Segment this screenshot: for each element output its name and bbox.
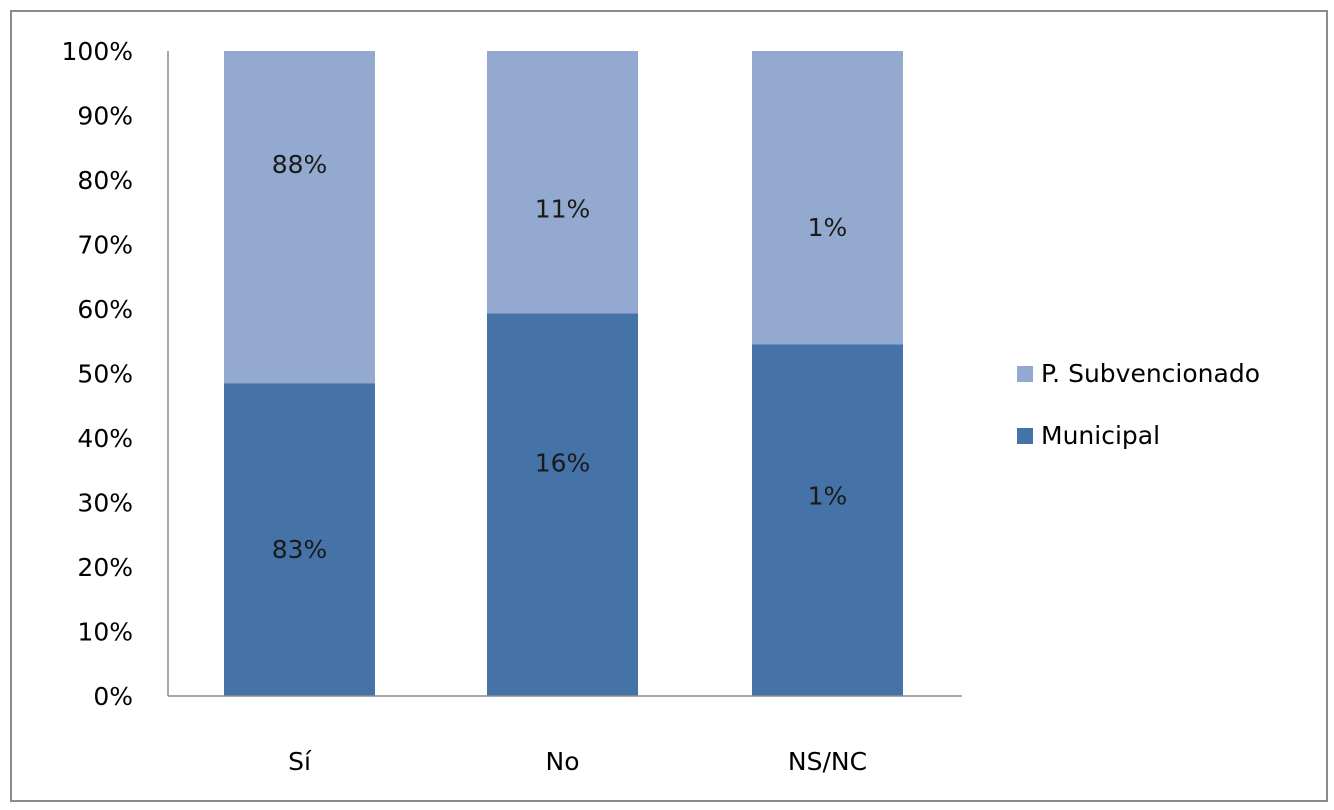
legend-label: Municipal: [1041, 421, 1160, 450]
x-category-label: No: [546, 747, 580, 776]
legend-swatch: [1017, 366, 1033, 382]
y-tick-label: 20%: [77, 553, 133, 582]
bar-segment-municipal: [487, 313, 638, 696]
bar-segment-subvencionado: [752, 51, 903, 345]
y-tick-label: 80%: [77, 166, 133, 195]
bar-segment-municipal: [752, 344, 903, 696]
y-tick-label: 70%: [77, 231, 133, 260]
x-axis-categories: Sí No NS/NC: [288, 747, 867, 776]
legend-label: P. Subvencionado: [1041, 359, 1260, 388]
data-label: 1%: [808, 482, 848, 511]
data-label: 1%: [808, 213, 848, 242]
y-tick-label: 30%: [77, 489, 133, 518]
y-tick-label: 10%: [77, 618, 133, 647]
data-label: 11%: [535, 195, 591, 224]
bars: [224, 51, 903, 696]
data-label: 83%: [272, 535, 328, 564]
y-tick-label: 0%: [93, 682, 133, 711]
data-label: 16%: [535, 449, 591, 478]
y-axis-ticks: 0% 10% 20% 30% 40% 50% 60% 70% 80% 90% 100%: [62, 37, 133, 711]
y-tick-label: 60%: [77, 295, 133, 324]
y-tick-label: 50%: [77, 360, 133, 389]
y-tick-label: 100%: [62, 37, 133, 66]
x-category-label: Sí: [288, 747, 312, 776]
x-category-label: NS/NC: [788, 747, 867, 776]
bar-segment-subvencionado: [487, 51, 638, 314]
y-tick-label: 90%: [77, 102, 133, 131]
data-label: 88%: [272, 150, 328, 179]
data-labels: 83% 88% 16% 11% 1% 1%: [272, 150, 848, 564]
legend: P. Subvencionado Municipal: [1017, 359, 1260, 450]
bar-segment-subvencionado: [224, 51, 375, 384]
legend-swatch: [1017, 428, 1033, 444]
y-tick-label: 40%: [77, 424, 133, 453]
bar-segment-municipal: [224, 383, 375, 696]
